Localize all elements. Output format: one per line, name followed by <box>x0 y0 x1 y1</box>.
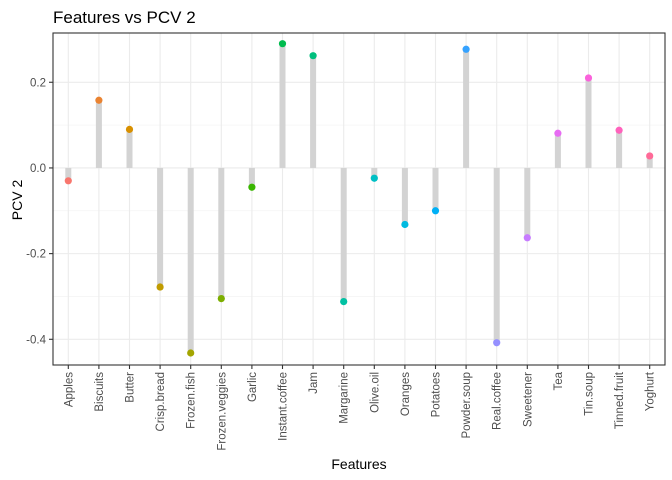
data-point <box>554 129 562 137</box>
data-point <box>523 234 531 242</box>
data-point <box>309 52 317 60</box>
lollipop-stem <box>310 55 317 168</box>
plot-panel <box>52 32 666 366</box>
x-tick-label: Tea <box>553 371 565 390</box>
data-point <box>646 152 654 160</box>
lollipop-stem <box>646 155 653 168</box>
lollipop-stem <box>463 49 470 168</box>
x-tick-label: Margarine <box>339 372 351 424</box>
data-point <box>248 183 256 191</box>
y-tick-label: -0.2 <box>26 249 46 261</box>
y-axis-title: PCV 2 <box>9 180 25 221</box>
data-point <box>615 126 623 134</box>
data-point <box>584 74 593 82</box>
x-tick-label: Real.coffee <box>492 372 504 430</box>
x-tick-label: Crisp.bread <box>155 372 167 431</box>
data-point <box>64 177 72 185</box>
chart-title: Features vs PCV 2 <box>53 8 196 27</box>
lollipop-stem <box>585 77 592 168</box>
x-tick-label: Butter <box>125 372 137 403</box>
lollipop-stem <box>218 167 225 299</box>
lollipop-stem <box>95 100 102 168</box>
data-point <box>156 283 164 291</box>
data-point <box>278 40 287 48</box>
x-tick-label: Yoghurt <box>645 371 657 411</box>
data-point <box>431 207 440 215</box>
lollipop-stem <box>401 167 408 225</box>
x-tick-label: Sweetener <box>522 372 534 427</box>
lollipop-stem <box>65 167 72 181</box>
x-tick-label: Potatoes <box>431 372 443 418</box>
x-tick-label: Garlic <box>247 372 259 402</box>
x-axis-title: Features <box>331 456 386 472</box>
panel-border <box>52 32 666 366</box>
lollipop-stem <box>616 130 623 168</box>
lollipop-stem <box>248 167 255 188</box>
lollipop-stem <box>432 167 439 211</box>
y-tick-label: 0.2 <box>30 77 46 89</box>
x-tick-label: Apples <box>63 372 75 407</box>
y-axis: -0.4 -0.2 0.0 0.2 <box>26 77 53 346</box>
x-tick-label: Frozen.veggies <box>216 372 228 451</box>
lollipop-stem <box>524 167 531 238</box>
lollipop-stem <box>371 167 378 179</box>
x-axis: Apples Biscuits Butter Crisp.bread Frozen.fi… <box>63 365 657 451</box>
data-point <box>125 125 134 133</box>
lollipop-stem <box>157 167 164 288</box>
lollipop-stem <box>187 167 194 354</box>
data-point <box>401 220 409 229</box>
x-tick-label: Biscuits <box>94 372 106 412</box>
x-tick-label: Jam <box>308 372 320 394</box>
data-point <box>462 45 470 53</box>
lollipop-stem <box>126 129 133 168</box>
x-tick-label: Tin.soup <box>584 372 596 416</box>
data-point <box>493 339 501 347</box>
lollipop-stem <box>554 133 561 168</box>
data-point <box>370 174 378 182</box>
lollipop-stem <box>340 167 347 302</box>
data-point <box>340 297 348 306</box>
x-tick-label: Instant.coffee <box>278 372 290 441</box>
x-tick-label: Powder.soup <box>461 372 473 439</box>
lollipop-stem <box>279 43 286 168</box>
x-tick-label: Tinned.fruit <box>614 371 626 429</box>
x-tick-label: Oranges <box>400 372 412 416</box>
data-point <box>95 96 103 104</box>
x-tick-label: Olive.oil <box>369 372 381 413</box>
y-tick-label: 0.0 <box>30 163 46 175</box>
x-tick-label: Frozen.fish <box>186 372 198 429</box>
data-point <box>187 349 195 357</box>
y-tick-label: -0.4 <box>26 334 46 346</box>
data-point <box>217 295 225 303</box>
lollipop-stem <box>493 167 500 343</box>
